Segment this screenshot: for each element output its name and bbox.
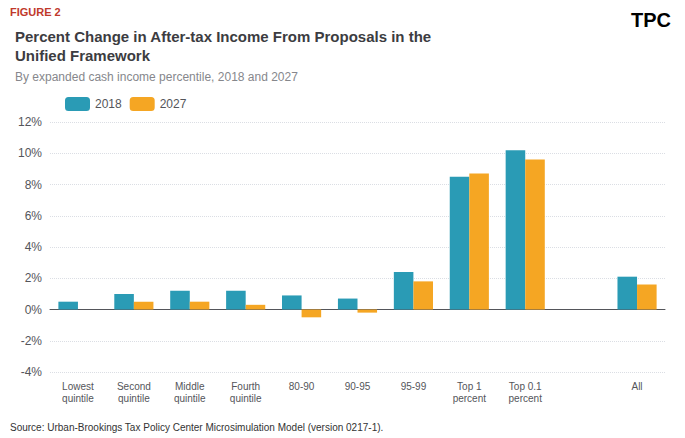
svg-text:percent: percent: [453, 393, 487, 404]
svg-text:10%: 10%: [18, 146, 42, 160]
svg-text:quintile: quintile: [62, 393, 94, 404]
svg-text:95-99: 95-99: [401, 381, 427, 392]
svg-text:Fourth: Fourth: [231, 381, 260, 392]
svg-text:4%: 4%: [25, 240, 43, 254]
svg-text:All: All: [631, 381, 642, 392]
svg-text:FIGURE 2: FIGURE 2: [10, 6, 61, 18]
svg-text:-2%: -2%: [21, 334, 43, 348]
svg-text:quintile: quintile: [174, 393, 206, 404]
svg-text:2%: 2%: [25, 271, 43, 285]
svg-text:Second: Second: [117, 381, 151, 392]
svg-text:percent: percent: [509, 393, 543, 404]
svg-text:80-90: 80-90: [289, 381, 315, 392]
svg-text:Lowest: Lowest: [62, 381, 94, 392]
svg-text:2018: 2018: [95, 97, 122, 111]
svg-text:TPC: TPC: [631, 9, 671, 31]
svg-text:By expanded cash income percen: By expanded cash income percentile, 2018…: [15, 70, 298, 84]
svg-text:2027: 2027: [160, 97, 187, 111]
svg-text:12%: 12%: [18, 115, 42, 129]
svg-text:quintile: quintile: [230, 393, 262, 404]
svg-text:Unified Framework: Unified Framework: [15, 47, 151, 64]
svg-text:Top 0.1: Top 0.1: [509, 381, 542, 392]
svg-text:0%: 0%: [25, 303, 43, 317]
svg-text:Source: Urban-Brookings Tax Po: Source: Urban-Brookings Tax Policy Cente…: [10, 422, 383, 433]
svg-text:quintile: quintile: [118, 393, 150, 404]
svg-text:Middle: Middle: [175, 381, 205, 392]
svg-text:8%: 8%: [25, 178, 43, 192]
svg-text:Top 1: Top 1: [457, 381, 482, 392]
svg-text:-4%: -4%: [21, 365, 43, 379]
svg-text:6%: 6%: [25, 209, 43, 223]
svg-text:90-95: 90-95: [345, 381, 371, 392]
svg-text:Percent Change in After-tax In: Percent Change in After-tax Income From …: [15, 28, 431, 45]
